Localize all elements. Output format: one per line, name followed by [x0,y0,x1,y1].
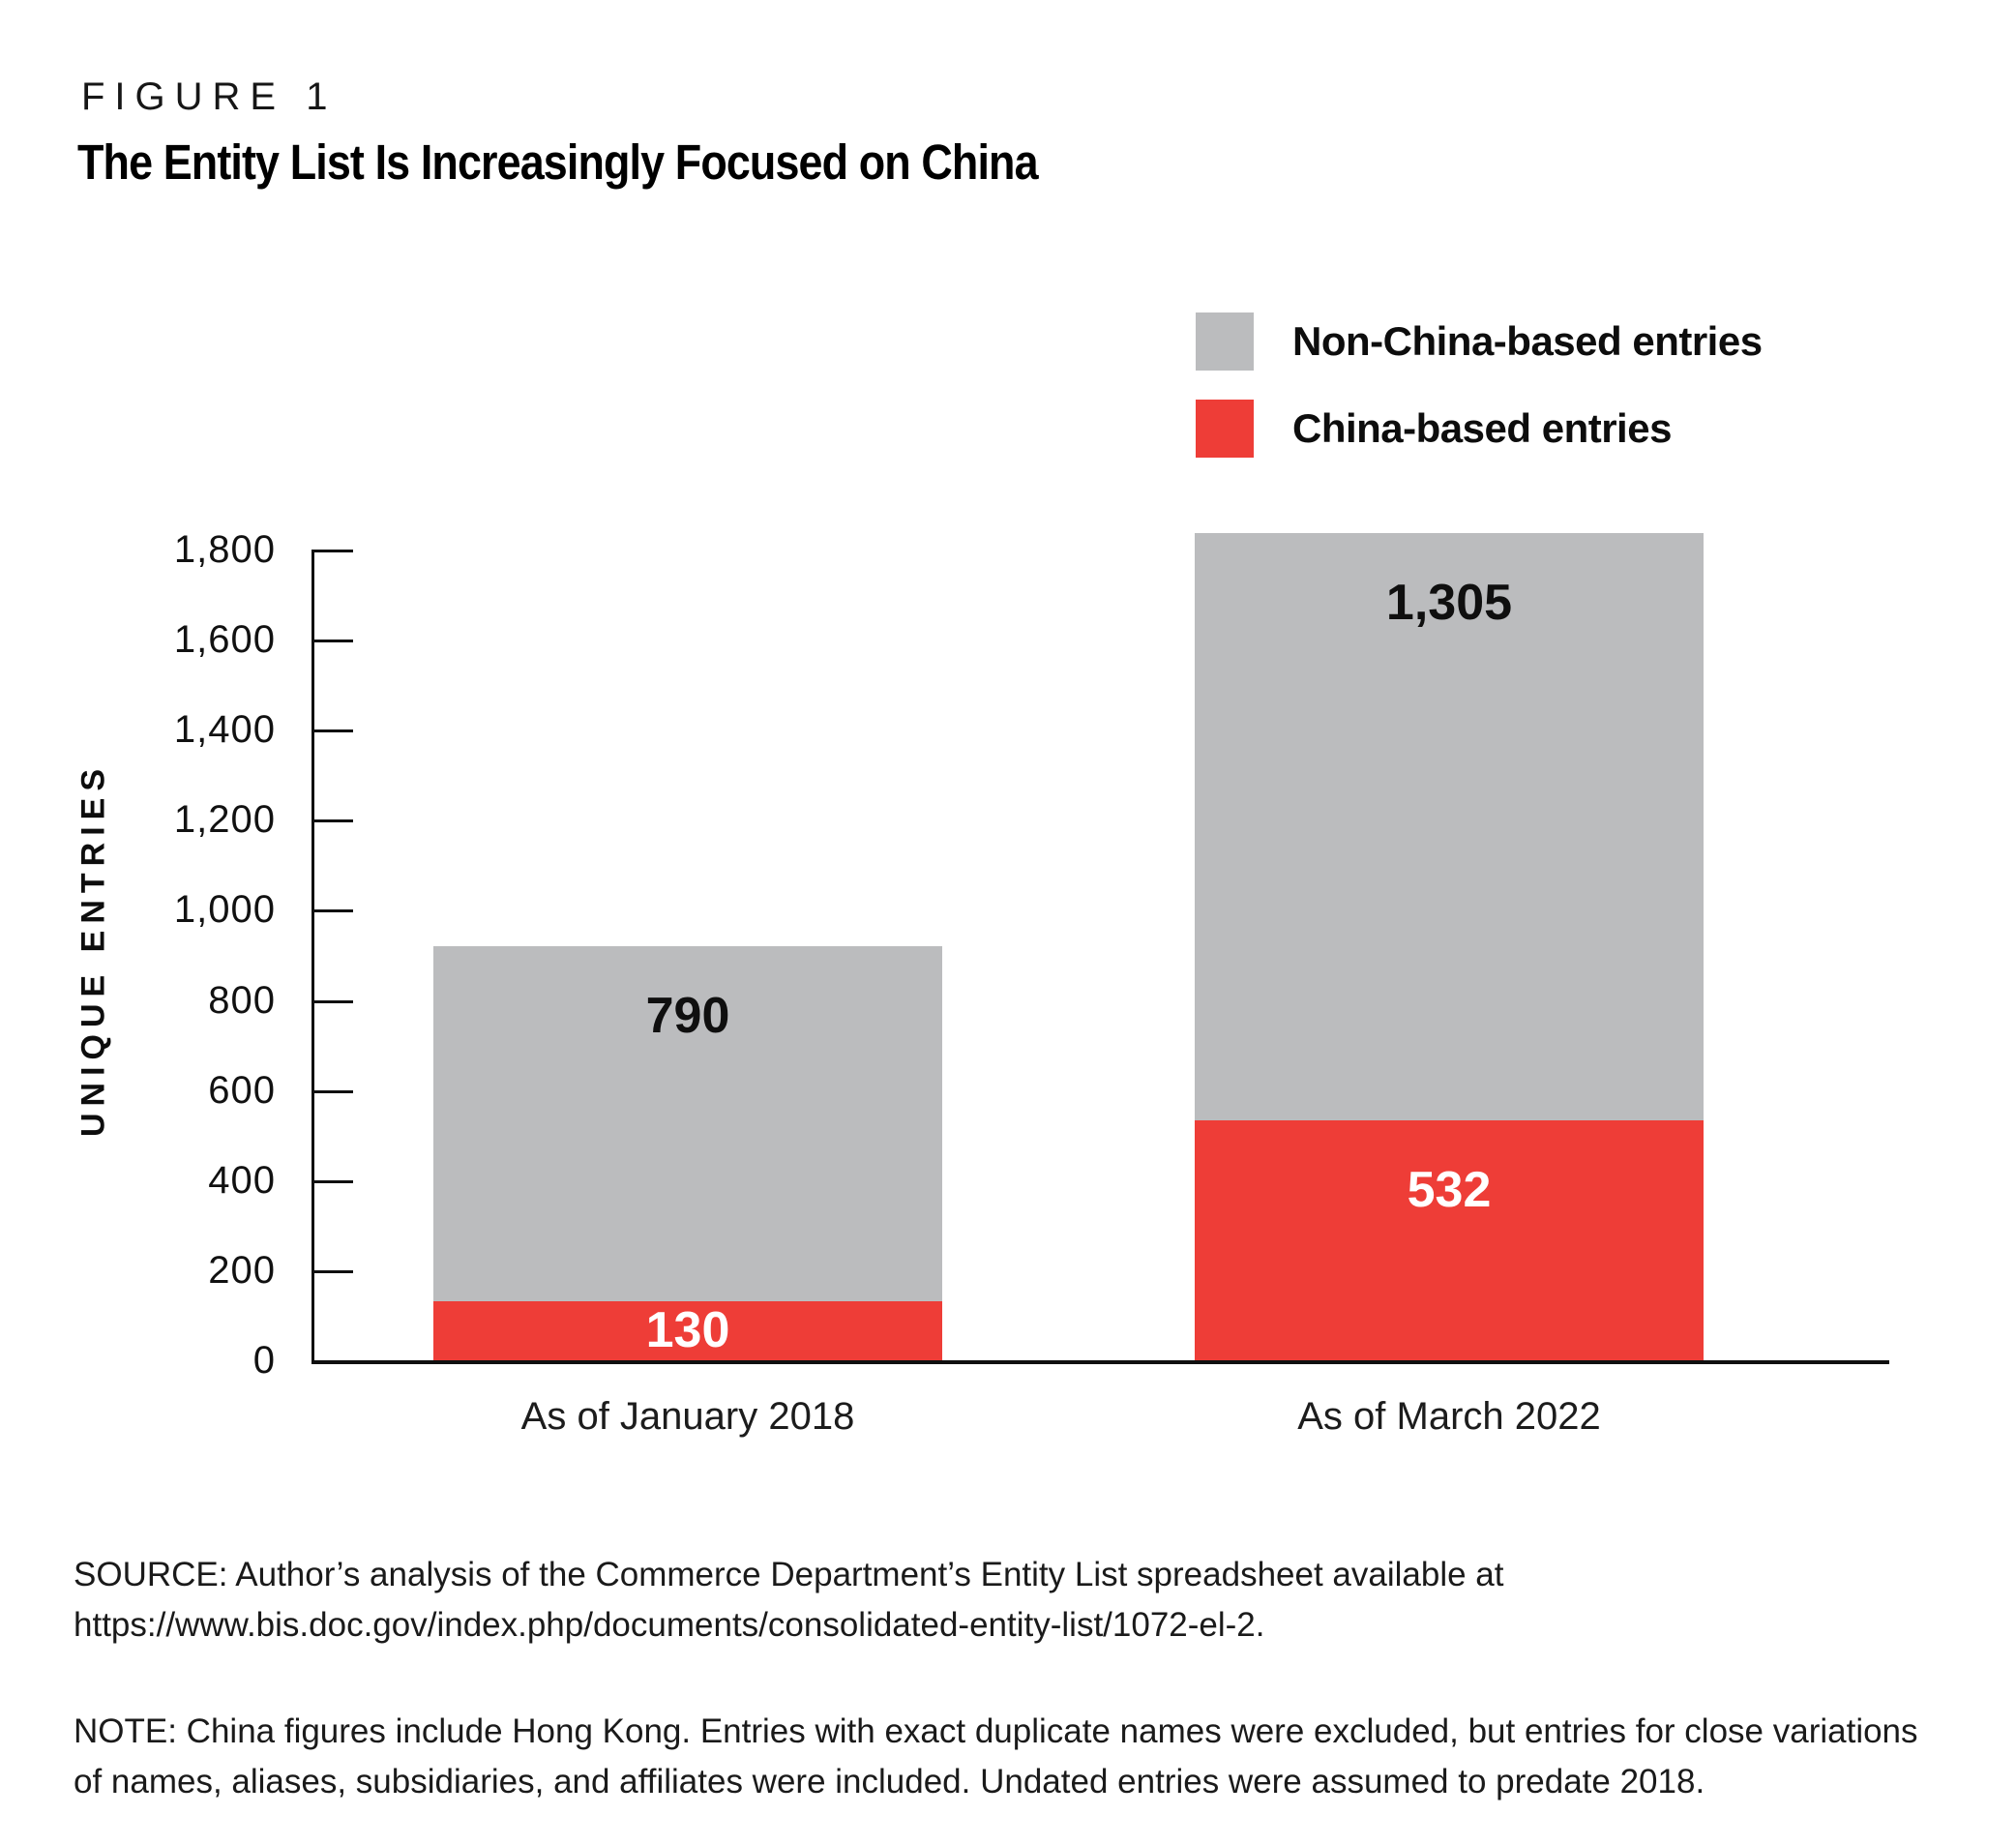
figure-eyebrow: FIGURE 1 [81,75,338,118]
legend-swatch-icon [1196,312,1254,371]
y-axis-tick [314,729,353,733]
y-tick-label: 1,000 [173,888,276,932]
source-text: SOURCE: Author’s analysis of the Commerc… [74,1550,1958,1651]
legend-label: Non-China-based entries [1292,318,1763,364]
y-axis-tick [314,999,353,1003]
y-tick-label: 400 [208,1158,276,1202]
y-tick-label: 1,200 [173,798,276,842]
y-axis-tick [314,640,353,643]
y-tick-label: 200 [208,1248,276,1292]
y-axis-tick [314,1269,353,1273]
y-axis-title: UNIQUE ENTRIES [74,761,112,1138]
legend-swatch-icon [1196,400,1254,458]
y-tick-label: 600 [208,1068,276,1112]
note-text: NOTE: China figures include Hong Kong. E… [74,1707,1958,1807]
source-line-2: https://www.bis.doc.gov/index.php/docume… [74,1606,1265,1644]
note-line-1: NOTE: China figures include Hong Kong. E… [74,1712,1918,1750]
y-axis-line [311,550,314,1363]
source-line-1: SOURCE: Author’s analysis of the Commerc… [74,1556,1504,1593]
y-axis-tick [314,550,353,552]
y-tick-label: 0 [252,1339,276,1382]
y-axis-tick [314,819,353,823]
bar-value-label: 532 [1407,1162,1492,1219]
y-tick-label: 800 [208,978,276,1022]
bar-segment-china: 130 [433,1301,942,1360]
y-axis-tick [314,1089,353,1093]
x-axis-line [311,1360,1889,1364]
y-tick-label: 1,800 [173,528,276,571]
bar-value-label: 130 [645,1301,730,1358]
legend-label: China-based entries [1292,405,1672,451]
bar-value-label: 1,305 [1385,574,1513,631]
note-line-2: of names, aliases, subsidiaries, and aff… [74,1763,1705,1800]
bar-segment-china: 532 [1195,1120,1704,1360]
y-axis-tick [314,909,353,913]
x-category-label: As of January 2018 [520,1395,855,1438]
y-tick-label: 1,400 [173,708,276,752]
bar-value-label: 790 [645,987,730,1044]
bar-segment-other: 1,305 [1195,532,1704,1121]
x-category-label: As of March 2022 [1297,1395,1601,1438]
bar-segment-other: 790 [433,945,942,1302]
figure-title: The Entity List Is Increasingly Focused … [77,134,1039,190]
y-tick-label: 1,600 [173,618,276,662]
y-axis-tick [314,1179,353,1183]
legend-item: China-based entries [1196,400,1672,458]
legend-item: Non-China-based entries [1196,312,1763,371]
